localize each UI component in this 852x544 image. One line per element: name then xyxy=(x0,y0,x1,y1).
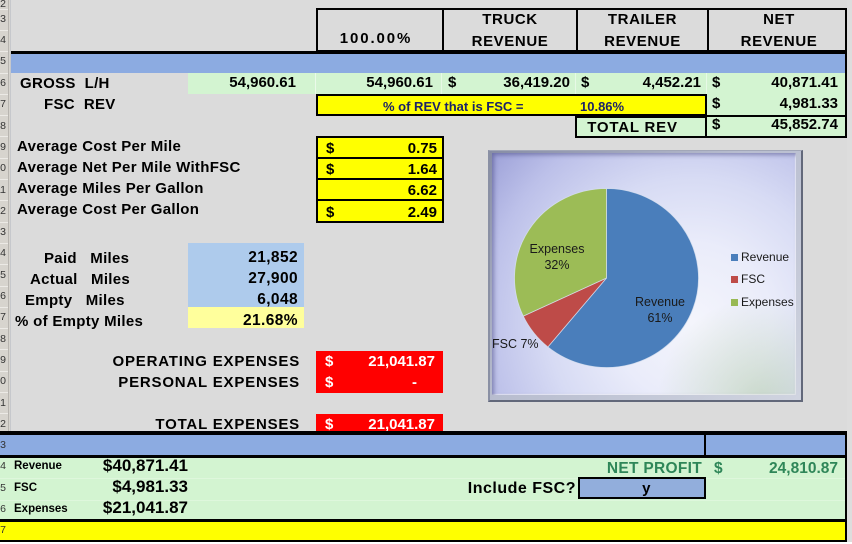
svg-text:FSC 7%: FSC 7% xyxy=(492,337,539,351)
svg-text:61%: 61% xyxy=(647,311,672,325)
svg-text:Revenue: Revenue xyxy=(741,250,789,264)
svg-text:Revenue: Revenue xyxy=(635,295,685,309)
svg-text:Expenses: Expenses xyxy=(741,295,794,309)
svg-text:Expenses: Expenses xyxy=(530,242,585,256)
svg-text:FSC: FSC xyxy=(741,272,765,286)
svg-text:32%: 32% xyxy=(544,258,569,272)
